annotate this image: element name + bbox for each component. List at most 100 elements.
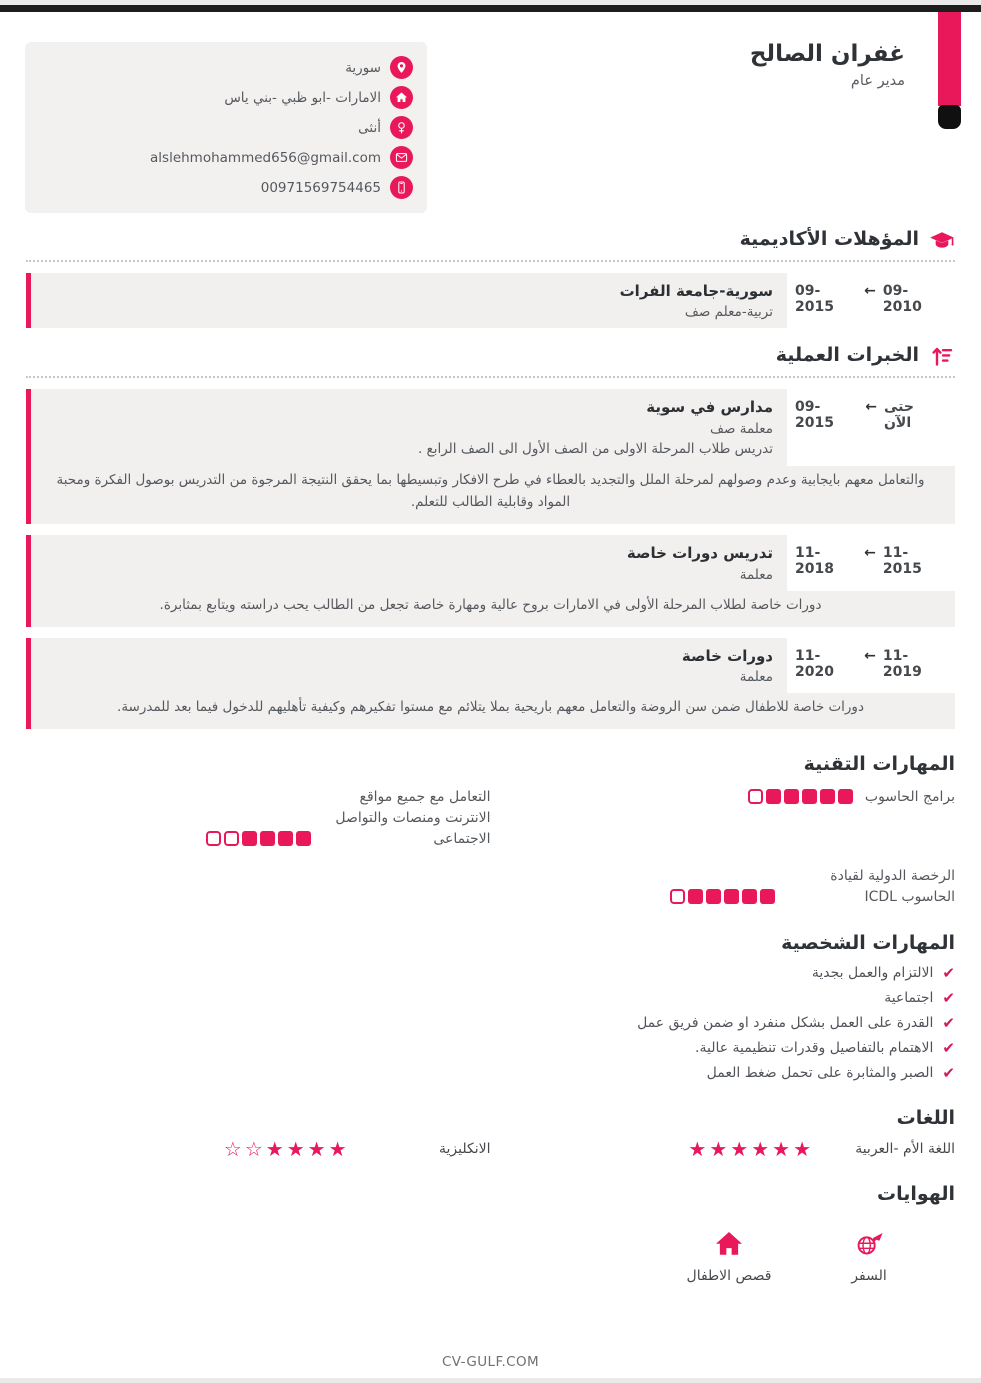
sort-list-icon xyxy=(929,344,955,368)
personal-skill-label: الاهتمام بالتفاصيل وقدرات تنظيمية عالية. xyxy=(695,1039,934,1056)
arrow-left-icon: ← xyxy=(864,545,876,562)
check-icon: ✔ xyxy=(942,1038,955,1057)
date-start: حتى الآن xyxy=(883,399,914,432)
arrow-left-icon: ← xyxy=(864,282,876,299)
personal-skill-label: اجتماعية xyxy=(884,990,934,1007)
entry-dates: 11-2020 ← 11-2019 xyxy=(787,638,955,694)
travel-globe-icon xyxy=(854,1229,884,1259)
rating-square-filled-icon xyxy=(724,889,739,905)
entry-main-row: 09-2015 ← حتى الآن مدارس في سوية معلمة صف تدر… xyxy=(26,389,955,467)
star-filled-icon: ★ xyxy=(307,1136,326,1161)
rating-square-filled-icon xyxy=(277,831,293,847)
rating-square-filled-icon xyxy=(819,789,835,805)
phone-icon xyxy=(390,176,413,199)
star-filled-icon: ★ xyxy=(286,1136,305,1161)
technical-skills-grid: برامج الحاسوب التعامل مع جميع مواقع الانت… xyxy=(0,787,981,908)
person-name: غفران الصالح xyxy=(749,41,905,67)
rating-square-filled-icon xyxy=(295,831,311,847)
experience-entries: 09-2015 ← حتى الآن مدارس في سوية معلمة صف تدر… xyxy=(0,389,981,730)
entry-description: تدريس طلاب المرحلة الاولى من الصف الأول … xyxy=(417,440,773,457)
date-end: 11-2020 xyxy=(795,647,834,680)
rating-square-filled-icon xyxy=(706,889,721,905)
hobby-label: السفر xyxy=(851,1267,887,1284)
rating-square-filled-icon xyxy=(259,831,275,847)
language-rating: ★ ★ ★ ★ ★ ★ xyxy=(688,1139,811,1159)
entry-content: تدريس دورات خاصة معلمة xyxy=(26,535,787,591)
tech-skill: التعامل مع جميع مواقع الانترنت ومنصات وا… xyxy=(26,787,491,850)
tech-skill-label: التعامل مع جميع مواقع الانترنت ومنصات وا… xyxy=(335,789,491,848)
date-end: 09-2015 xyxy=(795,282,834,315)
arrow-left-icon: ← xyxy=(865,399,877,416)
entry-role: معلمة صف xyxy=(710,420,773,437)
personal-skill-item: ✔ اجتماعية xyxy=(26,989,955,1008)
personal-skill-item: ✔ الصبر والمثابرة على تحمل ضغط العمل xyxy=(26,1064,955,1083)
entry-paragraph: دورات خاصة لطلاب المرحلة الأولى في الاما… xyxy=(26,590,955,627)
section-header-education: المؤهلات الأكاديمية xyxy=(0,227,981,253)
rating-square-filled-icon xyxy=(760,889,775,905)
rating-square-filled-icon xyxy=(742,889,757,905)
top-gray-strip xyxy=(0,0,981,5)
check-icon: ✔ xyxy=(942,964,955,983)
entry-title: مدارس في سوية xyxy=(646,398,773,417)
personal-skill-label: الصبر والمثابرة على تحمل ضغط العمل xyxy=(706,1064,934,1081)
skill-rating xyxy=(670,889,775,905)
location-pin-icon xyxy=(390,56,413,79)
star-filled-icon: ★ xyxy=(328,1136,347,1161)
entry-title: تدريس دورات خاصة xyxy=(626,544,773,563)
ribbon-cap xyxy=(938,105,961,129)
entry-main-row: 11-2020 ← 11-2019 دورات خاصة معلمة xyxy=(26,637,955,694)
section-title-personal-skills: المهارات الشخصية xyxy=(781,932,955,955)
personal-skills-list: ✔ الالتزام والعمل بجدية ✔ اجتماعية ✔ القدرة ع… xyxy=(0,964,981,1082)
star-filled-icon: ★ xyxy=(709,1136,728,1161)
rating-square-empty-icon xyxy=(670,889,685,905)
rating-square-filled-icon xyxy=(688,889,703,905)
entry-title: دورات خاصة xyxy=(681,646,773,665)
rating-square-empty-icon xyxy=(205,831,221,847)
star-outline-icon: ☆ xyxy=(223,1136,242,1161)
tech-skill: برامج الحاسوب xyxy=(491,787,955,808)
entry-paragraph: دورات خاصة للاطفال ضمن سن الروضة والتعام… xyxy=(26,693,955,730)
skill-rating xyxy=(205,831,311,847)
contact-value: alslehmohammed656@gmail.com xyxy=(150,149,381,166)
dotted-divider xyxy=(26,259,955,262)
ribbon-body xyxy=(938,12,961,106)
contact-value: 00971569754465 xyxy=(260,179,381,196)
section-header-experience: الخبرات العملية xyxy=(0,343,981,369)
contact-row: alslehmohammed656@gmail.com xyxy=(39,146,413,169)
star-outline-icon: ☆ xyxy=(244,1136,263,1161)
timeline-entry: 09-2015 ← حتى الآن مدارس في سوية معلمة صف تدر… xyxy=(26,389,955,525)
entry-dates: 09-2015 ← 09-2010 xyxy=(787,273,955,329)
timeline-entry: 11-2020 ← 11-2019 دورات خاصة معلمة دورات خاصة… xyxy=(26,637,955,730)
dotted-divider xyxy=(26,376,955,379)
entry-paragraph: والتعامل معهم بايجابية وعدم وصولهم لمرحل… xyxy=(26,466,955,525)
timeline-accent-bar xyxy=(26,272,31,329)
entry-content: دورات خاصة معلمة xyxy=(26,637,787,694)
contact-row: سورية xyxy=(39,56,413,79)
rating-square-filled-icon xyxy=(783,789,799,805)
contact-row: 00971569754465 xyxy=(39,176,413,199)
language-item: الانكليزية ☆ ☆ ★ ★ ★ ★ xyxy=(26,1139,491,1159)
section-title-languages: اللغات xyxy=(896,1106,955,1129)
language-item: اللغة الأم -العربية ★ ★ ★ ★ ★ ★ xyxy=(491,1139,955,1159)
entry-dates: 09-2015 ← حتى الآن xyxy=(787,389,955,466)
bookmark-ribbon-icon xyxy=(938,12,961,130)
language-label: الانكليزية xyxy=(439,1140,491,1157)
gender-icon xyxy=(390,116,413,139)
star-filled-icon: ★ xyxy=(730,1136,749,1161)
hobby-item: قصص الاطفال xyxy=(681,1229,777,1284)
rating-square-filled-icon xyxy=(765,789,781,805)
tech-skill-label: برامج الحاسوب xyxy=(864,789,955,806)
graduation-cap-icon xyxy=(929,228,955,252)
personal-skill-item: ✔ الالتزام والعمل بجدية xyxy=(26,964,955,983)
rating-square-filled-icon xyxy=(241,831,257,847)
entry-dates: 11-2018 ← 11-2015 xyxy=(787,535,955,591)
entry-content: مدارس في سوية معلمة صف تدريس طلاب المرحلة … xyxy=(26,389,787,467)
section-title-hobbies: الهوايات xyxy=(877,1182,955,1205)
rating-square-empty-icon xyxy=(747,789,763,805)
section-title-education: المؤهلات الأكاديمية xyxy=(739,228,919,250)
entry-main-row: 09-2015 ← 09-2010 سورية-جامعة الفرات تربية-م… xyxy=(26,272,955,329)
language-rating: ☆ ☆ ★ ★ ★ ★ xyxy=(224,1139,347,1159)
star-filled-icon: ★ xyxy=(751,1136,770,1161)
contact-value: سورية xyxy=(345,59,381,76)
star-filled-icon: ★ xyxy=(265,1136,284,1161)
